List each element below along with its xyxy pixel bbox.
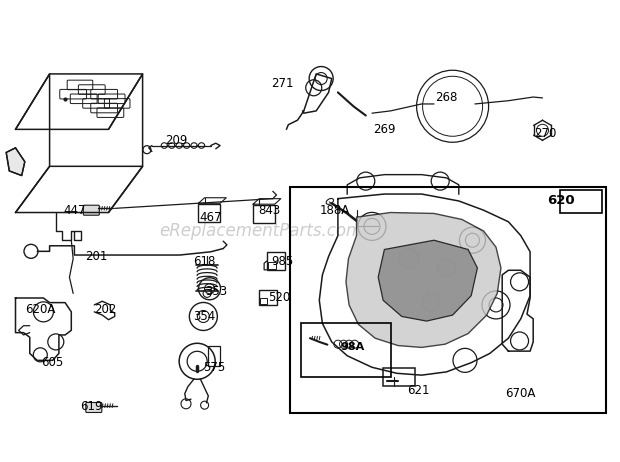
Text: 670A: 670A: [506, 387, 536, 400]
Text: 618: 618: [193, 255, 216, 267]
Text: 575: 575: [203, 361, 225, 374]
Bar: [198, 204, 220, 222]
Polygon shape: [346, 213, 501, 347]
Text: 985: 985: [271, 255, 293, 267]
FancyBboxPatch shape: [86, 402, 102, 413]
Text: 353: 353: [205, 285, 227, 298]
Circle shape: [358, 213, 386, 240]
Text: 447: 447: [63, 204, 86, 217]
Text: 619: 619: [81, 400, 103, 413]
Text: 202: 202: [94, 303, 117, 316]
Bar: [259, 290, 277, 305]
Circle shape: [437, 259, 456, 277]
Bar: [253, 205, 275, 223]
Text: 201: 201: [85, 250, 107, 263]
FancyBboxPatch shape: [83, 205, 99, 215]
Bar: [268, 262, 276, 269]
Bar: [301, 323, 391, 377]
Text: 467: 467: [200, 211, 222, 224]
Circle shape: [399, 249, 419, 269]
Text: 271: 271: [271, 77, 293, 90]
Circle shape: [453, 348, 477, 372]
Bar: [267, 252, 285, 270]
Text: 621: 621: [407, 384, 430, 397]
Bar: [260, 298, 267, 304]
Text: 270: 270: [534, 128, 557, 140]
Text: 98A: 98A: [340, 342, 365, 353]
Text: 620: 620: [547, 195, 575, 207]
Text: 620A: 620A: [25, 303, 55, 316]
Text: 269: 269: [373, 123, 396, 136]
Bar: [290, 187, 606, 413]
Text: 354: 354: [193, 310, 216, 323]
Circle shape: [482, 291, 510, 319]
Bar: [208, 346, 220, 366]
Text: 209: 209: [166, 134, 188, 147]
Polygon shape: [6, 148, 25, 176]
Text: 188A: 188A: [320, 204, 350, 217]
Text: 843: 843: [259, 204, 281, 217]
Text: eReplacementParts.com: eReplacementParts.com: [159, 222, 362, 240]
Text: 605: 605: [42, 356, 64, 369]
Text: 520: 520: [268, 292, 290, 304]
Bar: [560, 190, 602, 213]
Text: 268: 268: [435, 91, 458, 103]
Circle shape: [422, 294, 440, 311]
Bar: [383, 368, 415, 386]
Polygon shape: [378, 240, 477, 321]
Circle shape: [459, 227, 485, 253]
